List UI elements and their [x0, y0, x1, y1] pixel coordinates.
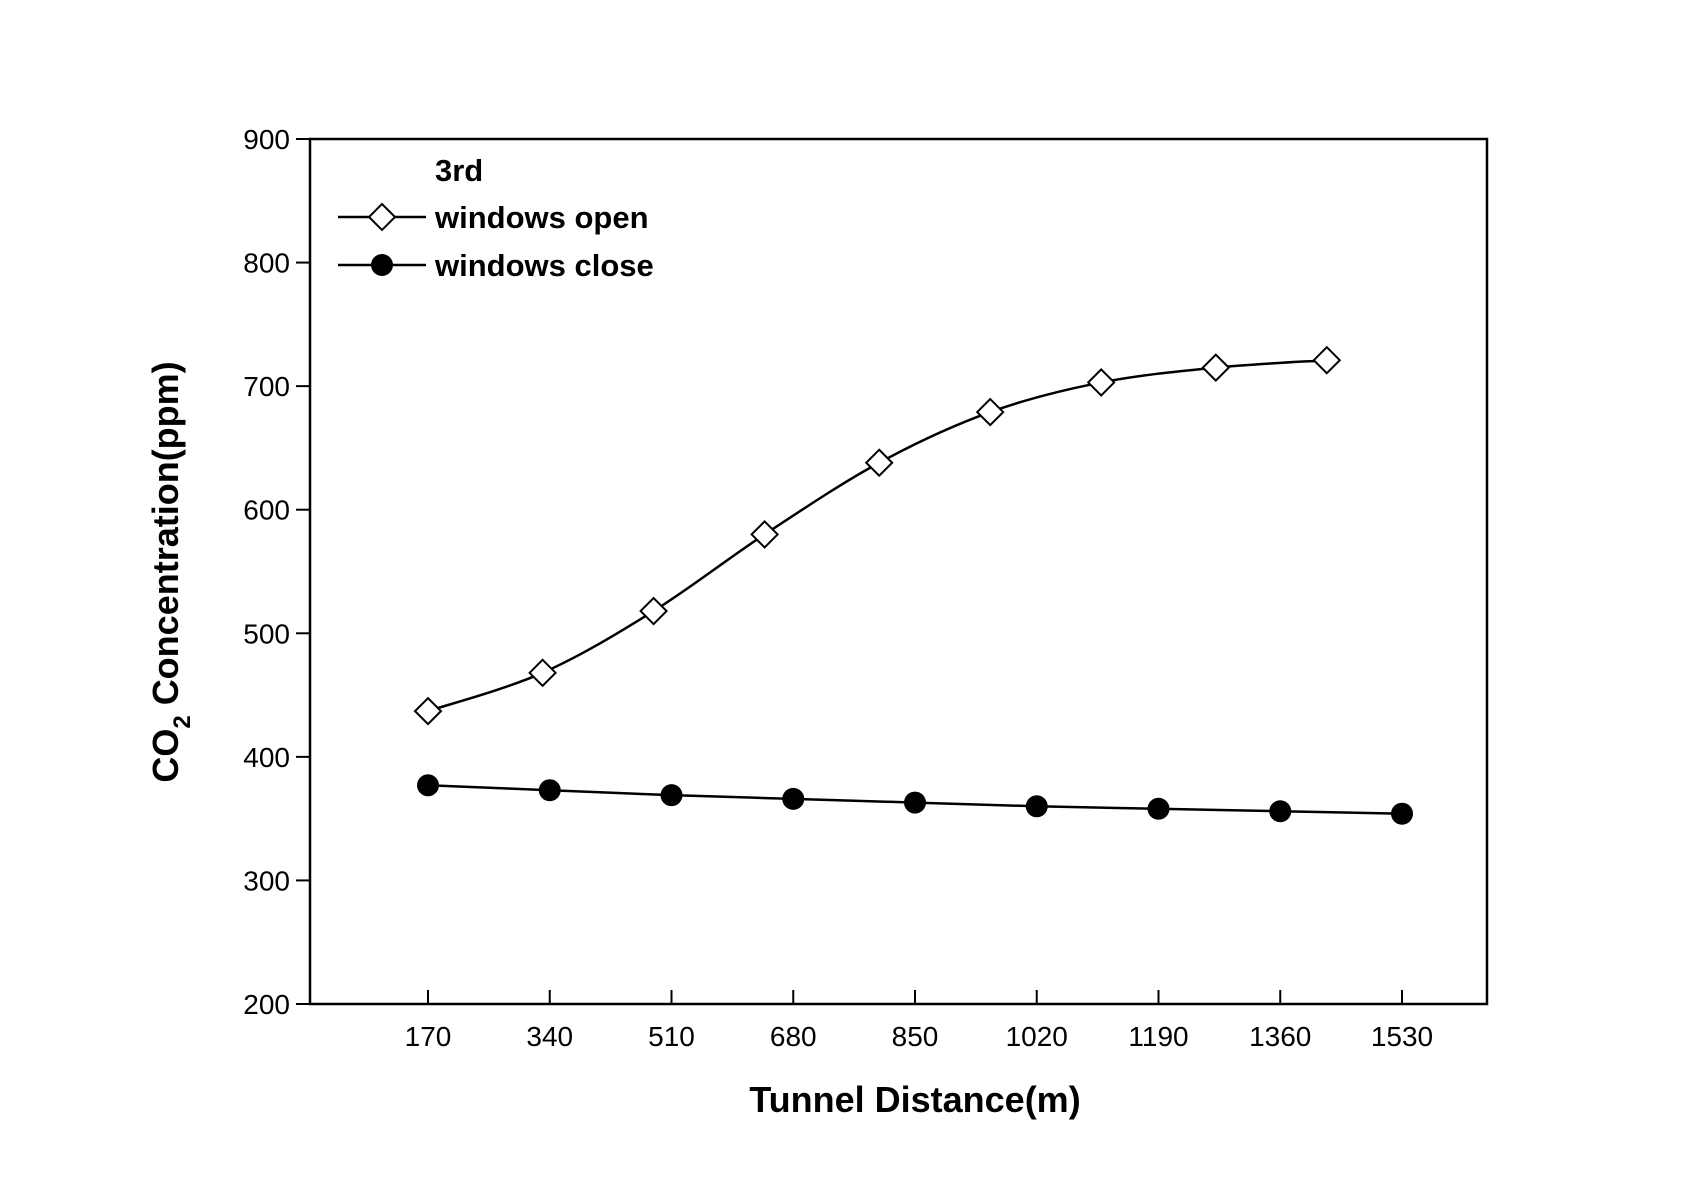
data-point-windows-close — [1269, 800, 1292, 823]
y-axis-title-rest: Concentration(ppm) — [145, 361, 186, 715]
x-tick-label: 1530 — [1371, 1021, 1433, 1052]
y-axis-title-main: CO — [145, 729, 186, 783]
data-point-windows-open — [639, 596, 669, 626]
legend-label-close: windows close — [434, 248, 654, 283]
legend-label-open: windows open — [434, 200, 649, 235]
x-tick-label: 170 — [405, 1021, 452, 1052]
data-point-windows-open — [413, 696, 443, 726]
series-layer — [413, 345, 1413, 825]
y-axis-title: CO2 Concentration(ppm) — [145, 361, 196, 782]
data-point-windows-open — [750, 520, 780, 549]
x-tick-label: 850 — [892, 1021, 939, 1052]
x-tick-label: 1360 — [1249, 1021, 1311, 1052]
plot-frame — [308, 137, 1489, 1006]
data-point-windows-close — [904, 791, 926, 814]
x-tick-label: 1020 — [1006, 1021, 1068, 1052]
y-tick-label: 500 — [243, 618, 290, 649]
data-point-windows-close — [782, 787, 805, 810]
data-point-windows-open — [528, 658, 558, 688]
data-point-windows-close — [1147, 797, 1170, 820]
data-point-windows-close — [417, 774, 439, 797]
series-line-windows-open — [427, 358, 1327, 713]
y-tick-label: 400 — [243, 742, 290, 773]
y-tick-label: 800 — [243, 248, 290, 279]
legend-marker-open-diamond — [367, 202, 397, 232]
data-point-windows-open — [1201, 353, 1231, 383]
data-point-windows-close — [1391, 802, 1413, 825]
data-point-windows-open — [1312, 345, 1342, 375]
data-point-windows-close — [1025, 795, 1048, 818]
x-tick-label: 680 — [770, 1021, 817, 1052]
y-tick-label: 700 — [243, 371, 290, 402]
y-axis-title-subscript: 2 — [169, 715, 196, 728]
y-tick-label: 600 — [243, 495, 290, 526]
legend-title: 3rd — [435, 153, 483, 188]
x-tick-label: 1190 — [1128, 1021, 1188, 1052]
legend: 3rd windows open windows close — [338, 153, 654, 283]
x-axis: 170 340 510 680 850 1020 1190 1360 1530 — [405, 990, 1433, 1052]
data-point-windows-open — [1086, 368, 1116, 397]
data-point-windows-close — [538, 779, 561, 802]
data-point-windows-open — [864, 448, 894, 478]
y-tick-label: 900 — [243, 124, 290, 155]
y-tick-label: 300 — [243, 865, 290, 896]
data-point-windows-close — [660, 784, 683, 807]
y-axis: 200 300 400 500 600 700 800 900 — [243, 124, 310, 1020]
legend-marker-close-circle — [371, 254, 393, 276]
y-tick-label: 200 — [243, 989, 290, 1020]
x-tick-label: 340 — [526, 1021, 573, 1052]
x-axis-title: Tunnel Distance(m) — [749, 1079, 1080, 1120]
data-point-windows-open — [975, 397, 1005, 427]
x-tick-label: 510 — [648, 1021, 695, 1052]
